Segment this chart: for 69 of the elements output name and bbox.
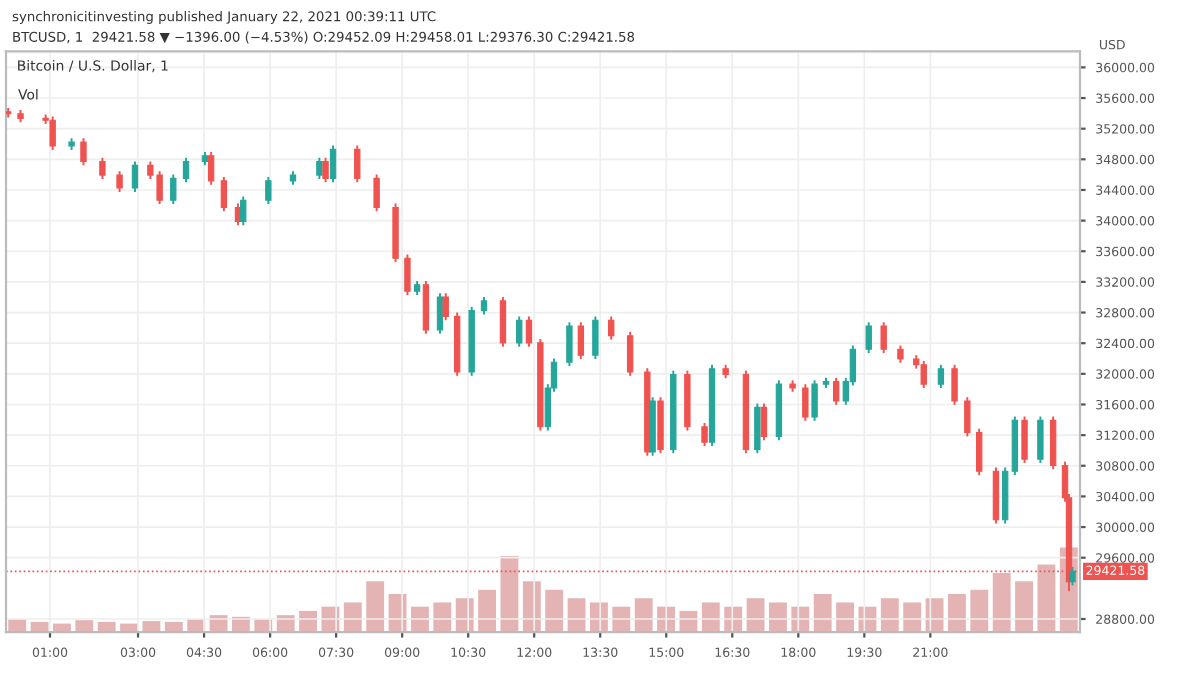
candlestick: [373, 173, 380, 213]
candlestick: [182, 156, 190, 184]
bar: [880, 598, 899, 633]
bar: [903, 602, 922, 633]
bar: [1037, 564, 1056, 633]
candlestick: [99, 156, 106, 180]
bar: [433, 602, 452, 633]
candlestick: [964, 396, 971, 438]
candlestick: [116, 170, 123, 193]
candlestick: [608, 315, 615, 341]
candlestick: [131, 160, 139, 193]
candlestick: [626, 330, 634, 377]
candlestick: [499, 296, 507, 348]
candlestick: [976, 427, 983, 477]
candlestick: [577, 321, 585, 360]
bar: [768, 602, 787, 633]
bar: [567, 598, 586, 633]
candlestick: [1037, 415, 1044, 464]
bar: [746, 598, 765, 633]
bar: [366, 581, 385, 633]
candlestick: [760, 402, 768, 442]
candlestick: [1021, 415, 1028, 464]
candlestick: [170, 173, 177, 206]
candlestick: [920, 359, 927, 389]
candlestick: [442, 292, 449, 322]
bar: [164, 621, 183, 633]
candlestick: [422, 280, 430, 335]
bar: [970, 589, 989, 633]
candlestick: [951, 363, 958, 406]
bar: [478, 589, 497, 633]
candlestick: [80, 137, 87, 167]
candlestick: [322, 156, 329, 184]
bar: [30, 621, 49, 633]
candlestick: [220, 176, 228, 213]
bar: [142, 621, 161, 633]
bar: [545, 589, 564, 633]
candlestick: [802, 383, 809, 422]
candlestick: [1069, 565, 1076, 587]
candlestick: [404, 253, 411, 297]
bar: [836, 602, 855, 633]
bar: [701, 602, 720, 633]
candlestick: [240, 195, 247, 227]
bar: [97, 621, 116, 633]
candlestick: [832, 376, 840, 406]
candlestick: [937, 363, 945, 389]
candlestick: [865, 321, 872, 355]
candlestick: [316, 156, 323, 180]
bar: [343, 602, 362, 633]
candlestick: [566, 321, 573, 368]
bar: [75, 620, 94, 633]
candlestick: [880, 321, 887, 355]
bar: [813, 594, 832, 633]
bar: [634, 598, 653, 633]
candlestick: [701, 421, 708, 448]
candlestick: [329, 144, 337, 184]
candlestick: [754, 402, 761, 455]
candlestick: [49, 115, 56, 151]
candlestick: [207, 150, 215, 186]
bar: [992, 572, 1011, 633]
candlestick: [525, 315, 533, 348]
candlestick: [516, 315, 523, 348]
bar: [500, 555, 519, 633]
candlestick: [592, 315, 599, 360]
candlestick: [354, 144, 361, 184]
candlestick: [265, 176, 272, 206]
bar: [1015, 581, 1034, 633]
bar: [947, 594, 966, 633]
candlestick: [1049, 415, 1057, 471]
candlestick: [811, 379, 818, 422]
